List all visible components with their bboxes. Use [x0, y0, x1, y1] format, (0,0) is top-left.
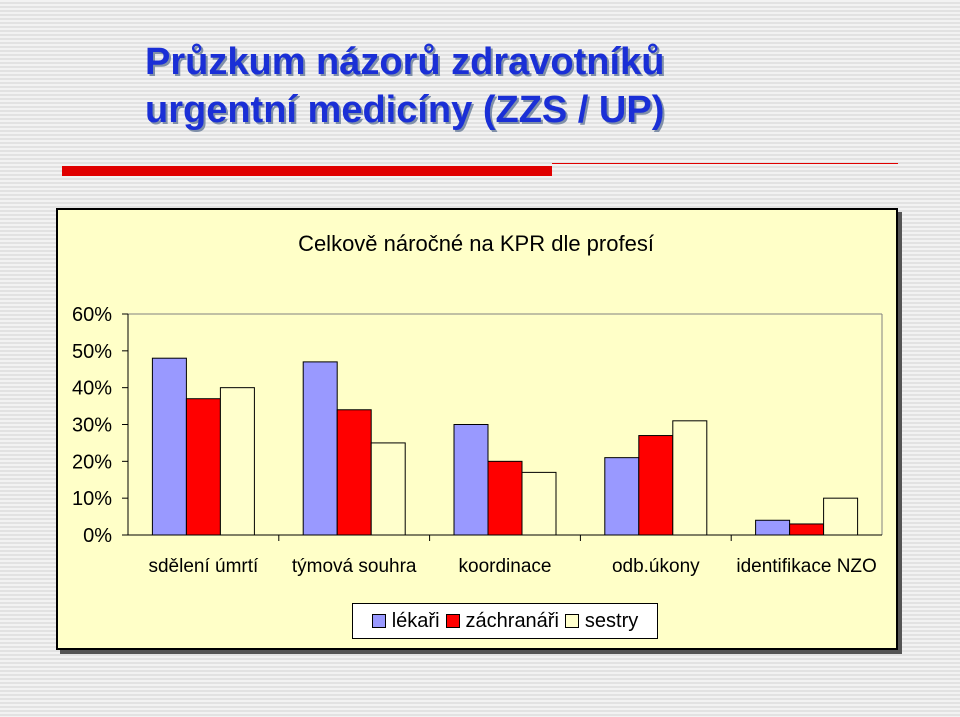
slide-title-line-1: Průzkum názorů zdravotníků — [145, 41, 665, 83]
bar — [302, 361, 338, 536]
slide-title-line-2: urgentní medicíny (ZZS / UP) — [145, 89, 665, 131]
bar — [604, 457, 640, 536]
legend-label-sestry: sestry — [584, 609, 639, 632]
legend-swatch-sestry — [564, 614, 579, 628]
bar — [370, 442, 406, 536]
legend-item-sestry: sestry — [564, 609, 639, 633]
title-accent-line — [552, 163, 898, 164]
legend-label-zachranari: záchranáři — [465, 609, 559, 632]
bar — [789, 523, 825, 536]
x-category-label: týmová souhra — [292, 556, 417, 577]
bar — [151, 357, 187, 536]
x-category-label: odb.úkony — [612, 556, 700, 577]
legend-item-zachranari: záchranáři — [445, 609, 559, 633]
legend-swatch-zachranari — [445, 614, 460, 628]
x-category-label: identifikace NZO — [736, 556, 876, 577]
bar — [336, 409, 372, 536]
y-tick-label: 40% — [72, 378, 112, 400]
bar — [185, 398, 221, 536]
bar — [219, 387, 255, 536]
legend-item-lekari: lékaři — [371, 609, 440, 633]
bar — [521, 471, 557, 536]
bar — [487, 460, 523, 536]
bar — [453, 424, 489, 536]
bar — [823, 497, 859, 536]
x-category-label: koordinace — [459, 556, 552, 577]
y-tick-label: 0% — [83, 525, 112, 547]
bar — [755, 519, 791, 536]
chart-title: Celkově náročné na KPR dle profesí — [298, 231, 654, 256]
title-accent-bar — [62, 166, 552, 176]
bar — [638, 435, 674, 536]
y-tick-label: 30% — [72, 415, 112, 437]
y-tick-label: 20% — [72, 451, 112, 473]
slide-title: Průzkum názorů zdravotníků urgentní medi… — [145, 38, 905, 134]
bar — [672, 420, 708, 536]
chart-legend: lékaři záchranáři sestry — [352, 603, 658, 639]
legend-swatch-lekari — [371, 614, 386, 628]
x-category-label: sdělení úmrtí — [148, 556, 259, 577]
y-tick-label: 60% — [72, 304, 112, 326]
legend-label-lekari: lékaři — [391, 609, 440, 632]
y-tick-label: 10% — [72, 488, 112, 510]
y-tick-label: 50% — [72, 341, 112, 363]
